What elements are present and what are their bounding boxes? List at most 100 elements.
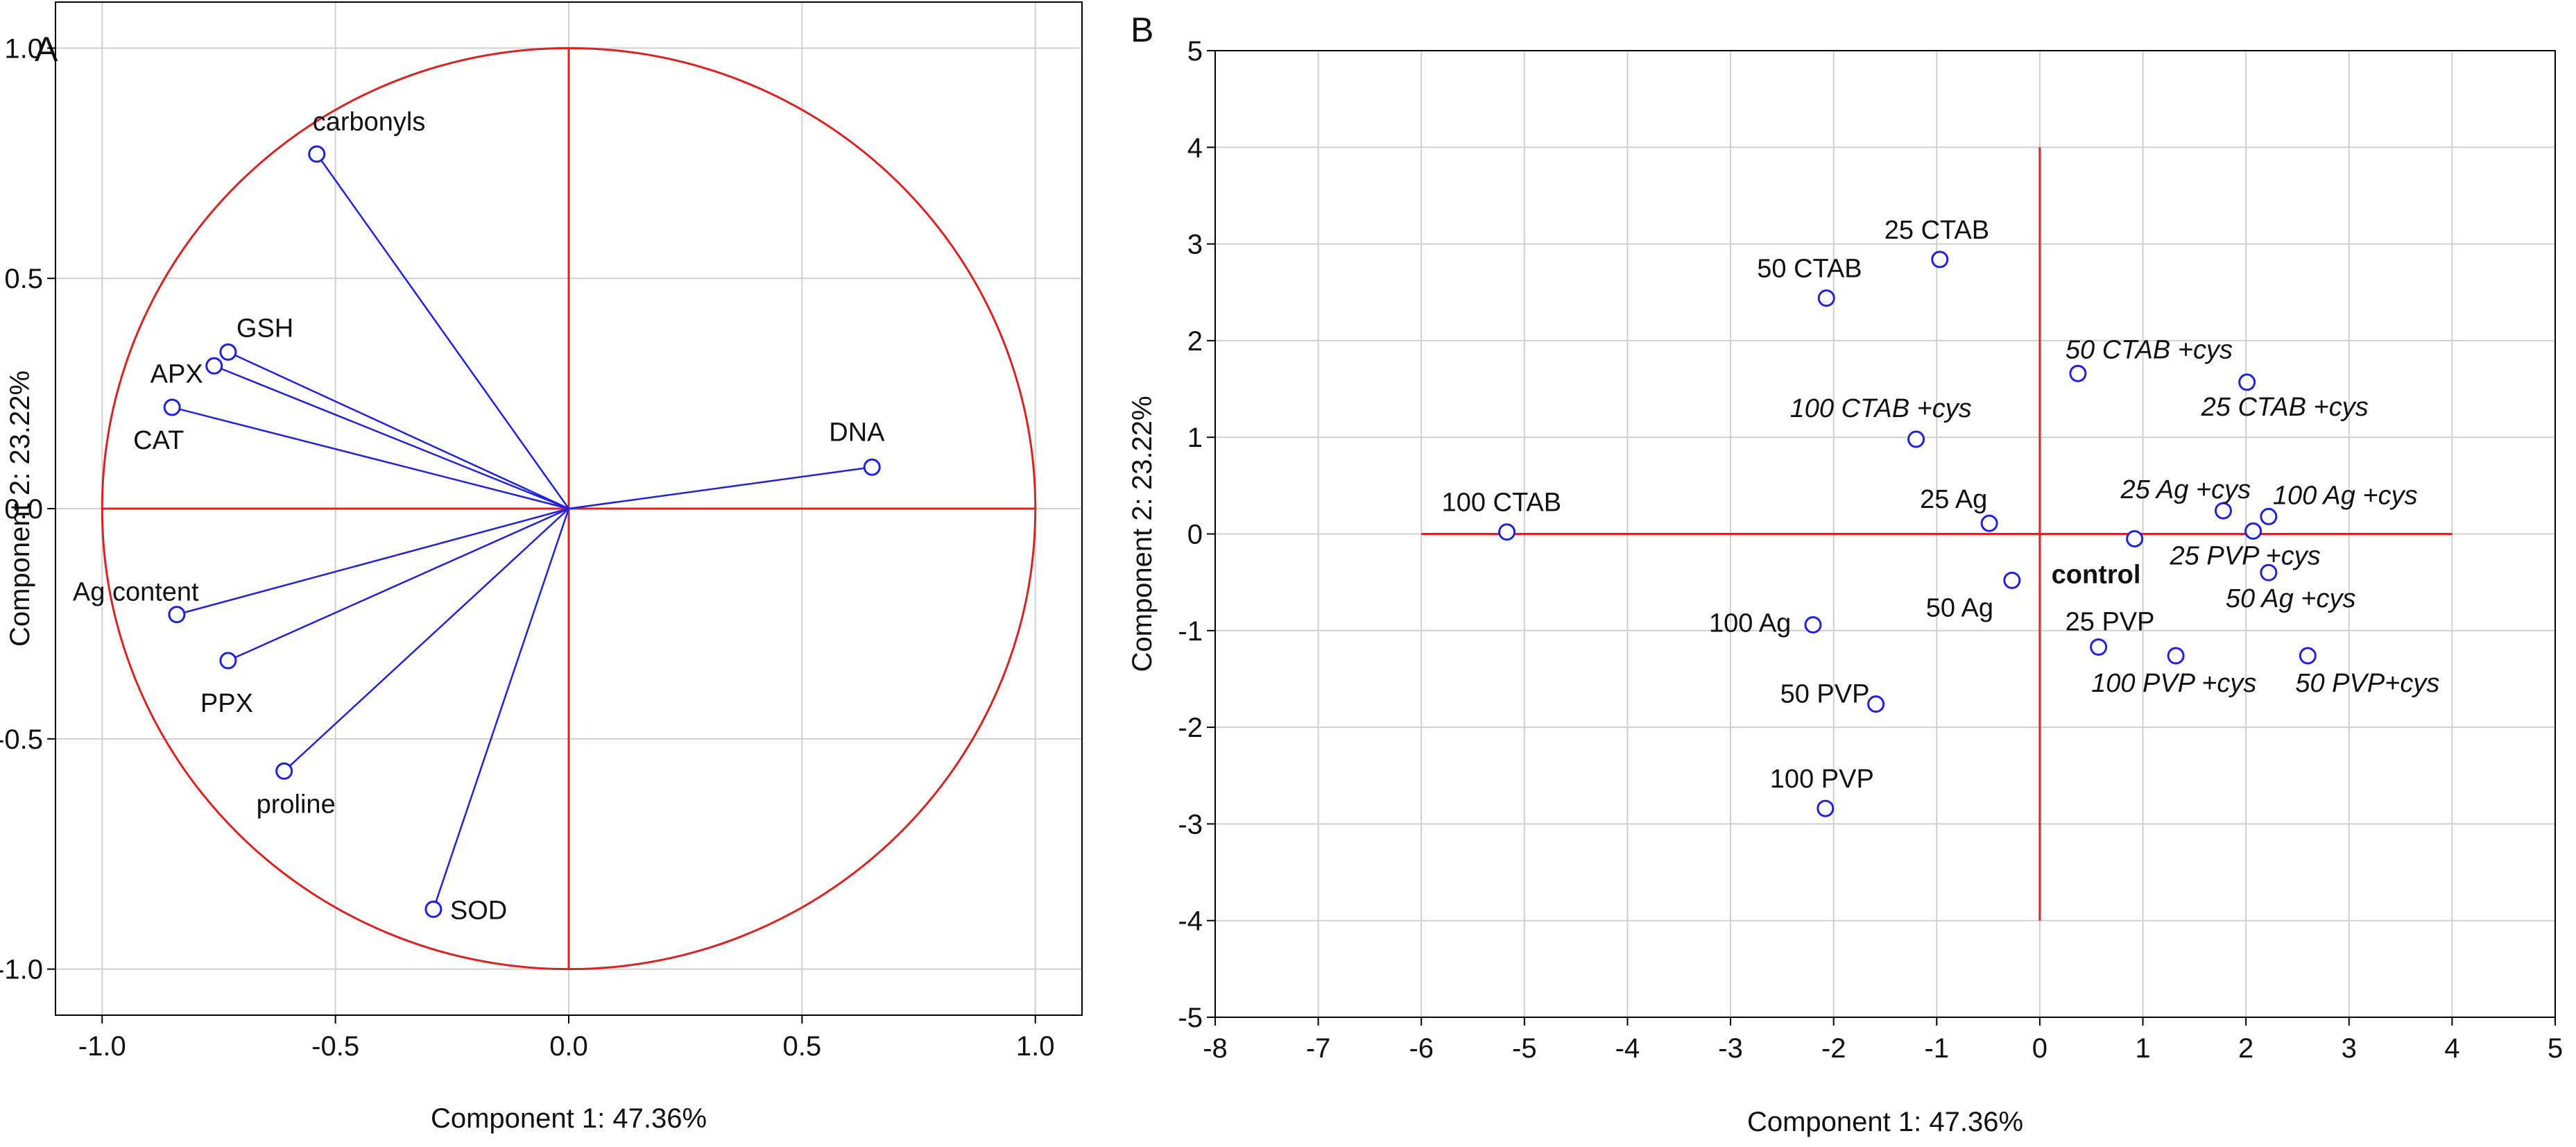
vector-sod	[432, 508, 570, 910]
point-apx	[205, 357, 223, 375]
panel-a-loading-vectors	[171, 153, 873, 910]
x-tick-label: -8	[1203, 1033, 1228, 1064]
x-tick-label: 0.5	[783, 1031, 822, 1062]
point-dna	[863, 458, 881, 476]
point-ppx	[219, 652, 237, 670]
y-tick-label: -5	[1178, 1003, 1203, 1033]
label-25-ag-cys: 25 Ag +cys	[2120, 475, 2251, 504]
panel-a-point-labels: carbonyls GSH APX CAT DNA Ag content PPX prolin…	[73, 108, 885, 925]
label-50-ag-cys: 50 Ag +cys	[2226, 584, 2356, 613]
point-25-ctab	[1931, 250, 1949, 269]
point-100-pvp-cys	[2167, 647, 2185, 665]
label-25-ag: 25 Ag	[1920, 485, 1987, 514]
point-carbonyls	[308, 145, 326, 163]
panel-b-x-ticks: -8 -7 -6 -5 -4 -3 -2 -1 0 1 2 3 4 5	[1203, 1017, 2563, 1064]
x-tick-label: -6	[1409, 1033, 1434, 1064]
y-tick-label: -0.5	[0, 724, 43, 755]
label-25-ctab: 25 CTAB	[1884, 216, 1989, 245]
panel-b-y-axis-label: Component 2: 23.22%	[1127, 396, 1158, 672]
label-50-pvp: 50 PVP	[1780, 680, 1870, 709]
y-tick-label: 0	[1187, 520, 1203, 550]
vector-carbonyls	[316, 153, 570, 509]
x-tick-label: 1	[2135, 1033, 2150, 1064]
point-100-ctab-cys	[1907, 430, 1925, 448]
panel-a-label: A	[35, 30, 58, 69]
point-100-pvp	[1817, 799, 1835, 817]
vector-ag-content	[176, 507, 569, 615]
x-tick-label: 2	[2238, 1033, 2253, 1064]
y-tick-label: -1.0	[0, 955, 43, 985]
point-25-pvp-cys	[2244, 522, 2262, 540]
vector-proline	[283, 508, 569, 772]
x-tick-label: 4	[2444, 1033, 2459, 1064]
point-control	[2126, 529, 2144, 547]
x-tick-label: -3	[1718, 1033, 1743, 1064]
label-sod: SOD	[450, 896, 507, 925]
panel-b-zero-axes	[1421, 147, 2453, 921]
point-25-ag	[1980, 514, 1998, 532]
label-25-pvp: 25 PVP	[2066, 607, 2155, 636]
point-25-pvp	[2090, 638, 2108, 656]
point-50-pvp	[1867, 695, 1885, 713]
label-100-ag: 100 Ag	[1709, 609, 1791, 638]
x-tick-label: -1.0	[78, 1031, 126, 1062]
label-carbonyls: carbonyls	[313, 108, 426, 137]
panel-b: B -8 -7 -6 -5 -4 -3 -2 -1 0 1 2 3 4 5 543210-1-2-3-4-…	[1127, 10, 2563, 1137]
label-50-pvp-cys: 50 PVP+cys	[2295, 669, 2439, 698]
x-tick-label: -1	[1925, 1033, 1950, 1064]
vector-dna	[568, 466, 873, 510]
y-tick-label: 5	[1187, 36, 1203, 67]
point-proline	[275, 762, 293, 780]
point-50-ctab-cys	[2069, 364, 2087, 382]
panel-a-y-axis-label: Component 2: 23.22%	[5, 371, 35, 647]
point-gsh	[219, 343, 237, 361]
vector-ppx	[227, 507, 569, 662]
label-100-ctab-cys: 100 CTAB +cys	[1790, 394, 1972, 423]
point-50-ctab	[1817, 289, 1835, 307]
panel-a-y-ticks: 1.0 0.5 0.0 -0.5 -1.0	[0, 33, 55, 985]
point-ag-content	[168, 606, 186, 624]
panel-b-label: B	[1131, 10, 1153, 49]
y-tick-label: -3	[1178, 809, 1203, 840]
x-tick-label: 3	[2342, 1033, 2357, 1064]
label-gsh: GSH	[237, 314, 293, 343]
y-tick-label: 1	[1187, 423, 1203, 453]
y-tick-label: 0.5	[4, 264, 43, 294]
point-25-ctab-cys	[2238, 373, 2256, 391]
panel-b-plot-frame	[1214, 50, 2556, 1018]
y-tick-label: 0.0	[4, 494, 43, 525]
point-50-pvp-cys	[2299, 647, 2317, 665]
point-100-ag	[1804, 615, 1822, 634]
label-25-pvp-cys: 25 PVP +cys	[2170, 541, 2321, 570]
label-dna: DNA	[829, 418, 885, 447]
panel-b-y-ticks: 5 4 3 2 1 0 -1 -2 -3 -4 -5	[1178, 36, 1215, 1033]
label-50-ctab: 50 CTAB	[1757, 255, 1862, 284]
point-sod	[424, 900, 443, 918]
x-tick-label: 1.0	[1016, 1031, 1055, 1062]
x-tick-label: 0	[2032, 1033, 2047, 1064]
vector-apx	[214, 365, 569, 510]
label-50-ag: 50 Ag	[1926, 593, 1993, 622]
vector-gsh	[227, 351, 569, 510]
label-apx: APX	[151, 359, 203, 389]
label-100-pvp-cys: 100 PVP +cys	[2091, 669, 2256, 698]
y-tick-label: -4	[1178, 906, 1203, 937]
panel-b-x-axis-label: Component 1: 47.36%	[1747, 1107, 2023, 1137]
panel-a-unit-circle	[101, 46, 1037, 971]
panel-a-plot-frame	[55, 1, 1083, 1016]
y-tick-label: 3	[1187, 230, 1203, 260]
panel-a-x-axis-label: Component 1: 47.36%	[431, 1103, 707, 1134]
label-ag-content: Ag content	[73, 578, 199, 607]
panel-a-x-ticks: -1.0 -0.5 0.0 0.5 1.0	[78, 1015, 1055, 1062]
label-ppx: PPX	[200, 689, 253, 718]
y-tick-label: -2	[1178, 713, 1203, 743]
point-100-ag-cys	[2260, 507, 2278, 525]
y-tick-label: 4	[1187, 133, 1203, 163]
label-100-pvp: 100 PVP	[1770, 765, 1874, 794]
label-50-ctab-cys: 50 CTAB +cys	[2066, 335, 2233, 364]
point-50-ag	[2003, 571, 2021, 589]
label-25-ctab-cys: 25 CTAB +cys	[2201, 393, 2369, 422]
y-tick-label: 2	[1187, 326, 1203, 357]
y-tick-label: 1.0	[4, 33, 43, 64]
